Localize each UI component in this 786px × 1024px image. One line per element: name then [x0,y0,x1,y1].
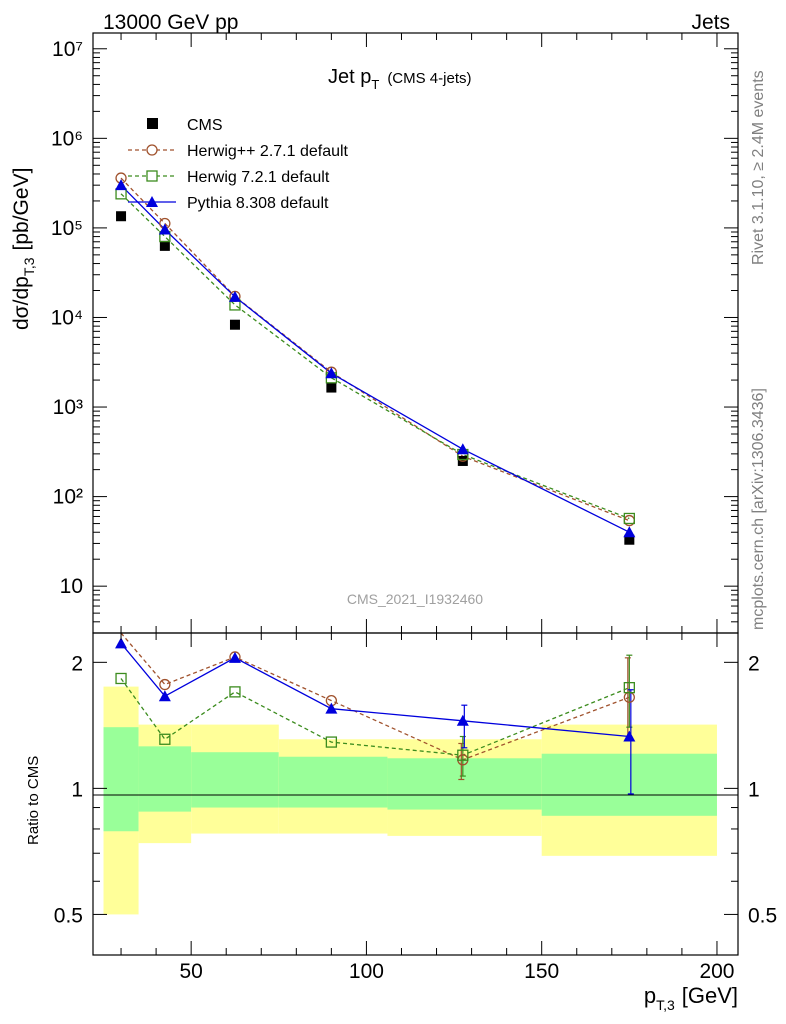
main-y-tick-label: 10 [60,575,83,598]
ratio-panel: 0.5 1 2 0.5 1 2 50 100 150 200 Ratio to CMS pT,… [25,632,777,1013]
main-y-axis-label: dσ/dpT,3 [pb/GeV] [10,168,37,330]
main-series-layer [115,172,636,545]
ratio-point-herwig7 [159,733,171,745]
ratio-stat-band [191,752,279,808]
main-y-tick-label: 10⁴ [51,306,83,329]
main-y-tick-label: 10² [53,486,83,509]
legend-entry-herwigpp: Herwig++ 2.7.1 default [128,143,349,160]
ratio-point-herwig7 [115,672,127,685]
main-line-herwig7 [120,193,630,520]
main-point-pythia [623,526,636,538]
ratio-point-herwig7 [229,686,241,698]
legend-label-pythia: Pythia 8.308 default [187,195,329,212]
ratio-y-tick-label: 1 [71,778,83,801]
watermark: CMS_2021_I1932460 [347,591,483,607]
ratio-y-tick-label-right: 0.5 [748,904,777,927]
main-panel: 10 10² 10³ 10⁴ 10⁵ 10⁶ 10⁷ CMS_2021_I1932460 J… [10,32,739,634]
x-tick-label: 100 [349,960,384,983]
ratio-point-pythia [115,637,128,649]
ratio-y-tick-label-right: 1 [748,778,760,801]
main-point-cms [229,319,240,330]
main-y-tick-label: 10⁶ [51,127,83,150]
energy-label: 13000 GeV pp [103,11,238,34]
legend-marker-pythia [146,196,158,207]
legend-marker-herwigpp [146,144,158,156]
ratio-uncertainty-bands [103,686,717,915]
x-tick-label: 150 [524,960,559,983]
main-point-cms [159,240,170,251]
ratio-point-herwig7 [623,682,635,694]
plot-title: Jet pT (CMS 4-jets) [328,66,471,92]
main-point-cms [116,211,127,222]
ratio-point-herwig7 [325,736,338,748]
main-y-tick-label: 10⁷ [52,38,83,61]
main-point-herwig7 [623,512,635,525]
ratio-point-pythia [228,651,241,663]
ratio-point-herwigpp [159,678,171,691]
legend-marker-herwig7 [146,170,158,182]
main-point-cms [326,382,337,393]
legend-entry-herwig7: Herwig 7.2.1 default [128,169,330,186]
legend-label-cms: CMS [187,117,223,134]
ratio-point-pythia [158,690,171,702]
legend-entry-pythia: Pythia 8.308 default [128,195,329,212]
main-axis-ticks [93,33,738,634]
ratio-series-layer [115,632,636,795]
ratio-stat-band [103,727,139,832]
main-y-tick-label: 10⁵ [51,217,83,240]
x-tick-label: 50 [179,960,202,983]
main-point-pythia [228,290,241,302]
main-y-tick-labels: 10 10² 10³ 10⁴ 10⁵ 10⁶ 10⁷ [51,38,83,598]
ratio-y-tick-label: 2 [71,652,83,675]
ratio-y-axis-label: Ratio to CMS [25,756,42,845]
ratio-y-tick-labels-right: 0.5 1 2 [748,652,777,927]
main-y-axis-label-unit: [pb/GeV] [10,168,33,251]
x-tick-label: 200 [699,960,734,983]
ratio-stat-band [387,758,542,810]
x-tick-labels: 50 100 150 200 [179,960,734,983]
legend: CMS Herwig++ 2.7.1 default Herwig 7.2.1 … [128,117,349,212]
x-axis-label-sub: T,3 [656,997,675,1013]
legend-marker-cms [147,118,158,129]
main-y-axis-label-main: dσ/dp [10,276,33,330]
ratio-axis-ticks [93,633,738,956]
ratio-plot-frame [92,632,739,956]
main-point-pythia [158,223,171,235]
main-line-herwigpp [120,177,630,522]
ratio-y-tick-label-right: 2 [748,652,760,675]
mcplots-label: mcplots.cern.ch [arXiv:1306.3436] [750,388,767,630]
ratio-point-pythia [456,714,469,726]
legend-label-herwig7: Herwig 7.2.1 default [187,169,330,186]
ratio-stat-band [138,746,192,812]
legend-entry-cms: CMS [147,117,223,134]
ratio-stat-band [541,753,717,816]
ratio-stat-band [278,756,388,808]
ratio-line-pythia [120,642,630,738]
ratio-line-herwigpp [120,632,630,761]
main-line-pythia [120,184,630,533]
main-point-pythia [325,367,338,379]
ratio-y-tick-labels: 0.5 1 2 [54,652,83,927]
main-y-tick-label: 10³ [53,396,83,419]
plot-title-sub: T [371,77,379,92]
rivet-version-label: Rivet 3.1.10, ≥ 2.4M events [750,70,767,265]
ratio-point-pythia [325,702,338,714]
ratio-y-tick-label: 0.5 [54,904,83,927]
plot-title-main: Jet p [328,66,371,88]
main-y-axis-label-sub: T,3 [21,257,37,276]
ratio-point-herwig7 [457,749,469,761]
x-axis-label-main: p [644,983,656,1008]
plot-title-note: (CMS 4-jets) [387,70,471,87]
legend-label-herwigpp: Herwig++ 2.7.1 default [187,143,349,160]
category-label: Jets [691,11,730,34]
ratio-line-herwig7 [120,678,630,756]
main-point-cms [624,534,635,545]
x-axis-label: pT,3 [GeV] [644,983,738,1013]
main-point-pythia [456,443,469,455]
x-axis-label-unit: [GeV] [682,983,738,1008]
main-point-pythia [115,179,128,191]
ratio-point-pythia [623,730,636,742]
